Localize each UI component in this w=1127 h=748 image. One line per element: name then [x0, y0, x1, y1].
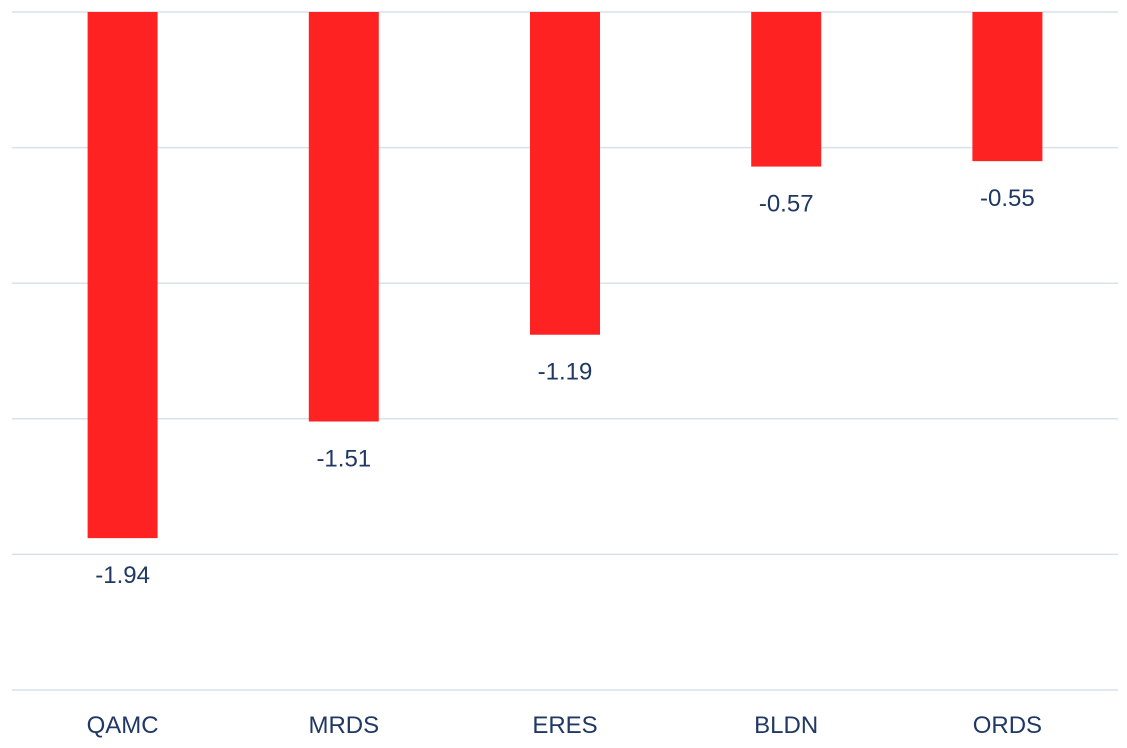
category-label-ords: ORDS — [973, 712, 1042, 739]
data-label-qamc: -1.94 — [95, 562, 150, 589]
category-label-bldn: BLDN — [754, 712, 818, 739]
data-label-bldn: -0.57 — [759, 191, 814, 218]
bar-mrds — [308, 12, 379, 422]
bar-ords — [972, 12, 1043, 162]
bar-bldn — [751, 12, 822, 167]
data-label-eres: -1.19 — [538, 359, 593, 386]
data-label-mrds: -1.51 — [316, 446, 371, 473]
category-label-qamc: QAMC — [87, 712, 159, 739]
data-label-ords: -0.55 — [980, 185, 1035, 212]
bars — [87, 12, 1043, 539]
data-labels: -1.94 -1.51 -1.19 -0.57 -0.55 — [95, 185, 1035, 589]
category-label-mrds: MRDS — [308, 712, 379, 739]
bar-qamc — [87, 12, 158, 539]
bar-eres — [530, 12, 600, 335]
category-labels: QAMC MRDS ERES BLDN ORDS — [87, 712, 1042, 739]
category-label-eres: ERES — [532, 712, 597, 739]
